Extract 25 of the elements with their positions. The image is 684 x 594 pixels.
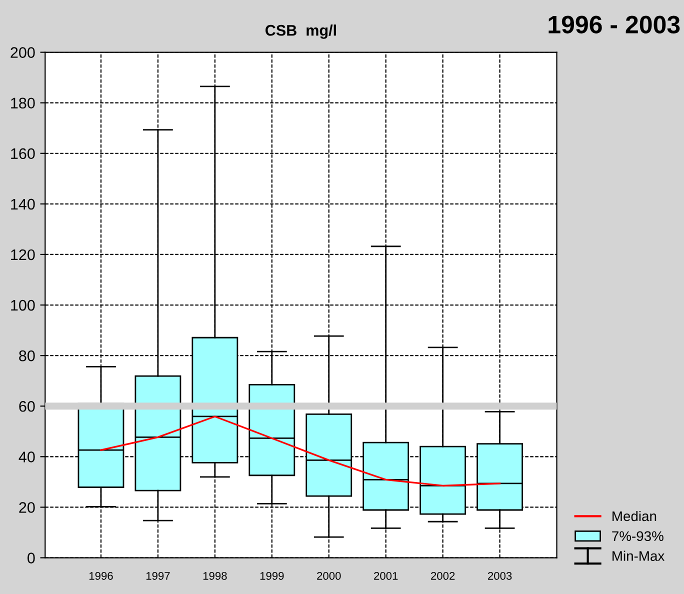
line-series: [100, 416, 501, 487]
y-tick-label: 60: [19, 400, 35, 412]
y-tick-label: 0: [28, 552, 35, 564]
text: Min-Max: [612, 550, 665, 561]
y-tick-label: 120: [11, 249, 35, 260]
legend-label: Median: [612, 510, 656, 522]
y-tick-label: 160: [11, 148, 35, 160]
x-tick-label: 1996: [89, 572, 113, 580]
x-tick-label: 2002: [431, 572, 455, 580]
x-tick-label: 1997: [146, 572, 170, 580]
y-tick-label: 40: [18, 452, 35, 462]
y-tick-label: 20: [19, 502, 35, 513]
x-tick-label: 2000: [317, 572, 341, 580]
y-tick-label: 140: [11, 198, 35, 210]
x-tick-label: 1998: [203, 572, 227, 580]
y-tick-label: 80: [19, 350, 35, 362]
chart-title: CSB mg/l: [266, 24, 336, 39]
legend-label: 7%-93%: [612, 531, 664, 542]
y-tick-label: 200: [10, 47, 35, 58]
x-tick-label: 2001: [374, 572, 398, 580]
x-tick-label: 1999: [260, 572, 284, 580]
text: 1996 - 2003: [548, 16, 680, 34]
y-tick-label: 100: [11, 300, 35, 311]
y-tick-label: 180: [11, 98, 35, 109]
x-tick-label: 2003: [488, 572, 512, 580]
